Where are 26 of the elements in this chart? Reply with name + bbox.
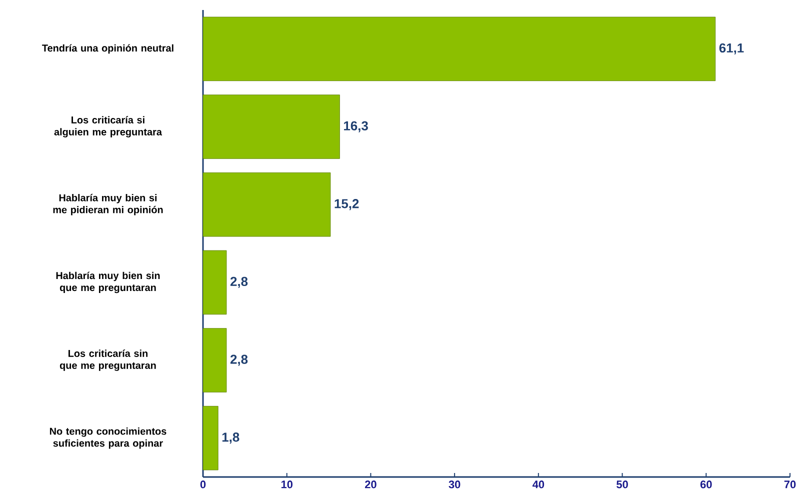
bar <box>202 328 227 392</box>
y-tick-label: Los criticaría si alguien me preguntara <box>54 116 162 138</box>
x-tick-label: 40 <box>532 480 544 488</box>
x-tick-label: 70 <box>784 480 796 488</box>
y-tick-label: Hablaría muy bien sin que me preguntaran <box>56 272 160 294</box>
data-label: 1,8 <box>222 432 240 444</box>
bar <box>202 406 218 470</box>
data-label: 2,8 <box>230 354 248 366</box>
bar <box>202 16 716 82</box>
data-label: 61,1 <box>719 43 744 54</box>
data-label: 15,2 <box>334 199 359 210</box>
y-tick-label: Los criticaría sin que me preguntaran <box>60 350 156 371</box>
bar <box>202 94 340 159</box>
x-tick-label: 20 <box>364 480 376 488</box>
x-tick-label: 10 <box>281 480 292 488</box>
x-tick-label: 60 <box>700 480 712 488</box>
y-tick-label: Hablaría muy bien si me pidieran mi opinión <box>53 194 163 216</box>
y-tick-label: Tendría una opinión neutral <box>42 44 174 54</box>
bar <box>202 172 331 237</box>
y-tick-label: No tengo conocimientos suficientes para opinar <box>50 427 166 449</box>
bar <box>202 250 227 315</box>
x-tick-label: 0 <box>200 480 206 488</box>
x-tick-label: 50 <box>616 480 628 488</box>
data-label: 2,8 <box>230 276 248 288</box>
data-label: 16,3 <box>344 121 368 132</box>
x-tick-label: 30 <box>448 480 460 488</box>
